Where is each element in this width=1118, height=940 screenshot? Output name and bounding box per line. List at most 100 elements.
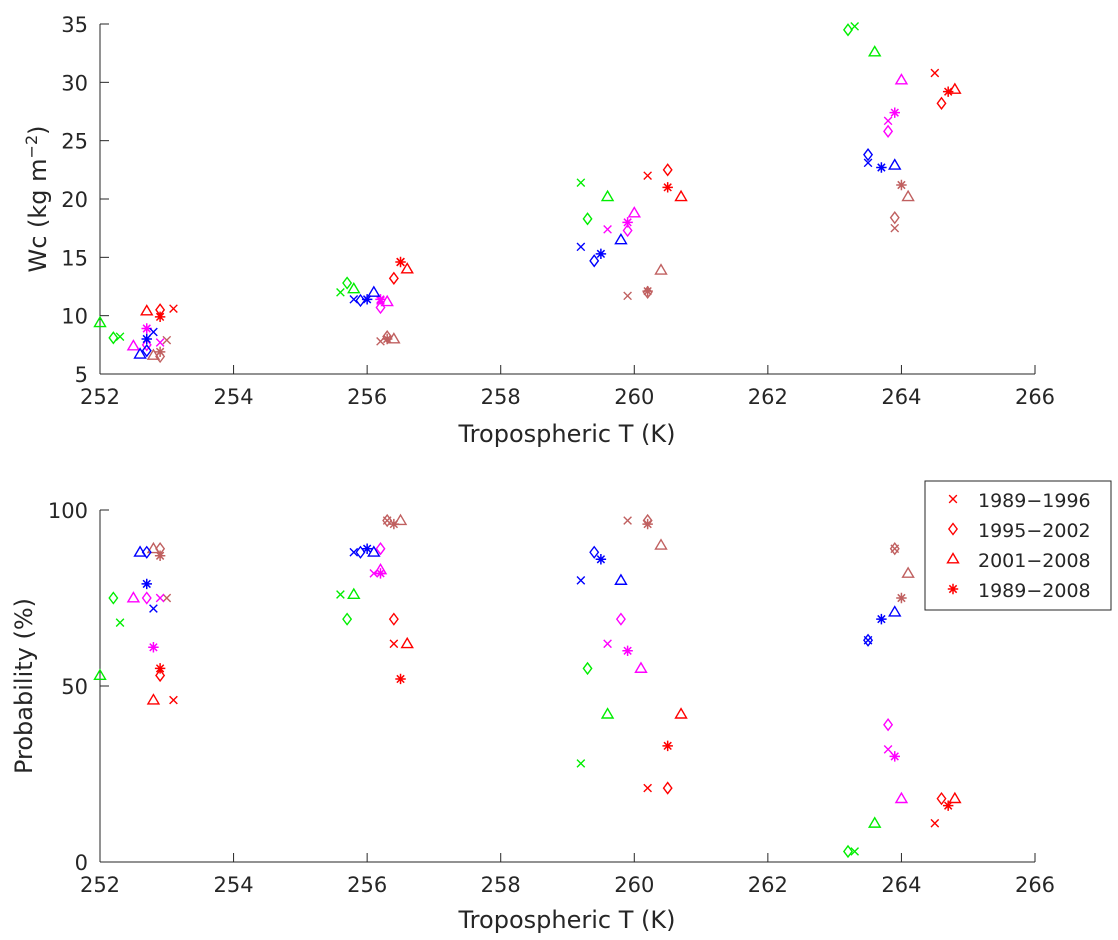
wc-markers [93, 21, 962, 364]
probability-point-magenta-diamond [883, 718, 894, 732]
probability-point-red-triangle [146, 693, 161, 705]
wc-x-tick-label: 264 [881, 385, 921, 409]
wc-point-green-x [576, 178, 586, 188]
probability-point-brown-asterisk [896, 592, 907, 604]
probability-point-red-x [169, 695, 178, 705]
wc-point-red-asterisk [662, 182, 673, 193]
probability-point-blue-triangle [614, 573, 628, 585]
probability-x-tick-label: 262 [748, 873, 788, 897]
probability-point-blue-triangle [367, 545, 381, 557]
wc-point-blue-diamond [589, 254, 600, 268]
wc-point-brown-triangle [146, 348, 161, 360]
legend-marker-triangle [946, 552, 960, 564]
wc-y-axis-label-exponent: −2 [22, 135, 41, 159]
probability-x-ticks: 252 254 256 258 260 262 264 266 [80, 853, 1055, 897]
wc-y-tick-label: 20 [61, 188, 88, 212]
wc-x-ticks: 252 254 256 258 260 262 264 266 [80, 365, 1055, 409]
wc-point-red-triangle [674, 189, 688, 202]
wc-point-blue-triangle [888, 158, 902, 170]
wc-point-magenta-x [883, 116, 893, 126]
wc-panel: 252 254 256 258 260 262 264 266 5 10 15 20 25 30 35 T… [22, 13, 1055, 448]
probability-point-green-triangle [600, 707, 615, 719]
probability-x-tick-label: 258 [481, 873, 521, 897]
wc-point-green-triangle [600, 189, 615, 202]
probability-x-axis-label: Tropospheric T (K) [458, 906, 676, 934]
probability-point-red-x [930, 818, 940, 828]
probability-point-red-asterisk [395, 673, 406, 685]
wc-y-axis-label-close: ) [24, 125, 52, 134]
probability-markers [93, 513, 962, 859]
wc-y-ticks: 5 10 15 20 25 30 35 [61, 13, 109, 387]
wc-point-green-triangle [867, 45, 882, 57]
probability-point-red-x [389, 639, 399, 649]
wc-point-red-asterisk [395, 256, 406, 268]
probability-point-red-triangle [400, 636, 414, 649]
wc-point-red-x [930, 68, 940, 78]
legend-marker-asterisk [947, 583, 959, 595]
probability-plot-area [100, 510, 1035, 862]
probability-point-red-x [643, 783, 652, 793]
wc-point-brown-asterisk [154, 346, 166, 358]
probability-point-green-triangle [867, 816, 882, 828]
wc-x-tick-label: 256 [347, 385, 387, 409]
probability-y-axis-label: Probability (%) [10, 598, 38, 774]
wc-point-blue-triangle [133, 347, 147, 359]
legend-entries: 1989−1996 1995−2002 2001−2008 1989−2008 [946, 490, 1091, 602]
probability-point-red-diamond [936, 791, 947, 806]
wc-point-blue-asterisk [876, 162, 887, 173]
probability-point-brown-diamond [382, 513, 393, 528]
probability-y-ticks: 0 50 100 [48, 499, 109, 875]
wc-point-magenta-diamond [141, 338, 152, 352]
probability-point-magenta-asterisk [622, 645, 633, 657]
wc-point-brown-triangle [901, 189, 915, 202]
wc-y-tick-label: 25 [61, 130, 88, 154]
probability-point-green-diamond [582, 661, 593, 676]
probability-point-magenta-x [883, 745, 893, 754]
probability-point-blue-diamond [589, 545, 600, 559]
probability-x-tick-label: 252 [80, 873, 120, 897]
wc-point-blue-diamond [863, 148, 874, 162]
probability-y-tick-label: 50 [61, 675, 88, 699]
wc-point-magenta-asterisk [375, 294, 386, 305]
legend-label: 1989−2008 [978, 580, 1091, 602]
probability-point-brown-asterisk [388, 518, 400, 530]
wc-point-brown-triangle [387, 332, 401, 344]
legend: 1989−1996 1995−2002 2001−2008 1989−2008 [924, 480, 1112, 611]
wc-y-tick-label: 10 [61, 305, 88, 329]
probability-point-magenta-diamond [375, 542, 386, 556]
wc-point-blue-x [863, 158, 873, 168]
probability-point-green-diamond [843, 844, 853, 859]
wc-point-magenta-x [155, 338, 165, 347]
wc-point-brown-x [162, 335, 172, 345]
probability-point-green-x [115, 618, 125, 627]
probability-point-blue-asterisk [595, 554, 607, 565]
wc-point-blue-diamond [141, 344, 152, 358]
probability-point-red-asterisk [154, 663, 166, 674]
legend-marker-x [948, 494, 958, 504]
wc-point-blue-x [149, 327, 158, 337]
probability-point-magenta-diamond [615, 612, 626, 626]
wc-point-brown-asterisk [896, 179, 907, 191]
wc-point-green-x [336, 287, 345, 297]
wc-point-magenta-triangle [627, 206, 642, 218]
probability-point-brown-triangle [146, 541, 161, 554]
wc-point-magenta-asterisk [889, 107, 900, 118]
wc-point-green-diamond [843, 23, 853, 37]
probability-point-green-diamond [342, 612, 353, 626]
wc-point-magenta-diamond [622, 223, 633, 238]
legend-label: 2001−2008 [978, 550, 1091, 572]
wc-y-tick-label: 35 [61, 13, 88, 37]
wc-point-brown-triangle [654, 263, 668, 275]
probability-point-magenta-x [155, 593, 165, 603]
wc-point-blue-asterisk [141, 333, 152, 345]
probability-point-magenta-triangle [634, 661, 648, 673]
probability-y-tick-label: 100 [48, 499, 88, 523]
wc-x-tick-label: 260 [614, 385, 654, 409]
probability-point-green-triangle [347, 587, 361, 600]
probability-point-brown-triangle [654, 538, 668, 550]
wc-point-brown-diamond [889, 211, 900, 225]
probability-point-green-x [850, 847, 860, 856]
probability-point-blue-diamond [141, 545, 152, 559]
wc-point-red-triangle [400, 262, 414, 274]
